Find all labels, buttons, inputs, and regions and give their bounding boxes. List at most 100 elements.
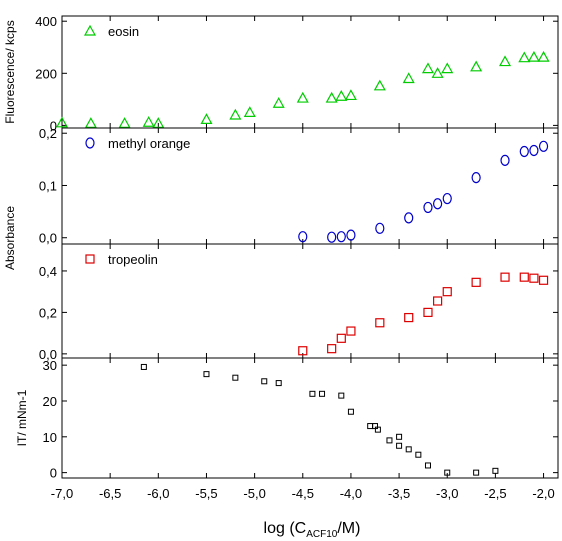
y-tick-label: 0,0 xyxy=(39,231,57,246)
data-point xyxy=(396,433,403,440)
data-point xyxy=(374,426,381,433)
data-point xyxy=(424,462,431,469)
data-point xyxy=(492,467,499,474)
data-point xyxy=(140,363,147,370)
y-tick-label: 0 xyxy=(50,118,57,133)
data-point xyxy=(272,97,285,108)
data-point xyxy=(415,451,422,458)
y-axis-label: Fluorescence/ kcps xyxy=(3,20,17,123)
data-point xyxy=(499,55,512,67)
data-point xyxy=(298,346,308,356)
data-point xyxy=(396,442,403,449)
data-point xyxy=(84,117,97,128)
x-tick-label: -5,5 xyxy=(195,486,217,501)
data-point xyxy=(404,312,414,323)
data-point xyxy=(431,67,444,78)
annotation-marker xyxy=(85,254,95,264)
data-point xyxy=(538,140,549,152)
x-axis-label-end: /M) xyxy=(337,520,360,537)
data-point xyxy=(346,229,356,241)
y-tick-label: 30 xyxy=(43,358,57,373)
x-tick-label: -5,0 xyxy=(243,486,265,501)
data-point xyxy=(309,390,316,397)
data-point xyxy=(404,212,414,224)
x-tick-label: -7,0 xyxy=(51,486,73,501)
data-point xyxy=(537,50,550,62)
x-tick-label: -2,0 xyxy=(532,486,554,501)
x-axis-label-main: log (C xyxy=(264,520,307,537)
data-point xyxy=(423,201,433,214)
y-tick-label: 400 xyxy=(35,14,57,29)
panels-layer: 0 200 400 eosin 0,0 0,1 0,2 methyl orange 0,0 0,2… xyxy=(3,14,559,481)
panel-annotation: methyl orange xyxy=(108,136,190,151)
data-point xyxy=(275,380,282,387)
x-tick-label: -3,5 xyxy=(388,486,410,501)
data-point xyxy=(203,371,210,378)
data-point xyxy=(538,275,549,285)
y-tick-label: 200 xyxy=(35,66,57,81)
y-tick-label: 0 xyxy=(50,466,57,481)
data-point xyxy=(470,60,483,72)
data-point xyxy=(327,231,337,243)
y-tick-label: 0,0 xyxy=(39,347,57,362)
panel-tropeolin: 0,0 0,2 0,4 tropeolin xyxy=(39,243,559,362)
data-point xyxy=(327,344,337,354)
data-point xyxy=(433,296,443,306)
data-point xyxy=(402,72,415,84)
y-axis-label: Absorbance xyxy=(3,206,17,270)
data-point xyxy=(142,116,155,127)
x-tick-label: -2,5 xyxy=(484,486,506,501)
x-tick-label: -6,0 xyxy=(147,486,169,501)
data-point xyxy=(500,272,510,282)
y-tick-label: 0,1 xyxy=(39,178,57,193)
annotation-marker xyxy=(85,137,95,149)
panel-eosin: 0 200 400 eosin xyxy=(35,14,559,133)
panel-methyl-orange: 0,0 0,1 0,2 methyl orange xyxy=(39,126,559,246)
data-point xyxy=(405,446,412,453)
y-tick-label: 0,2 xyxy=(39,126,57,141)
data-point xyxy=(473,469,480,476)
y-tick-label: 0,2 xyxy=(39,305,57,320)
data-point xyxy=(471,277,481,287)
data-point xyxy=(367,423,374,430)
data-point xyxy=(118,117,131,128)
data-point xyxy=(375,222,385,234)
data-point xyxy=(344,89,357,101)
data-point xyxy=(500,154,510,166)
data-point xyxy=(261,378,268,385)
data-point xyxy=(338,392,345,399)
x-axis-label-subscript: ACF10 xyxy=(306,529,338,540)
y-axis-label: IT/ mNm-1 xyxy=(15,389,29,446)
data-point xyxy=(152,117,165,128)
y-tick-label: 0,4 xyxy=(39,264,57,279)
data-point xyxy=(471,172,481,184)
data-point xyxy=(55,116,69,128)
data-point xyxy=(519,145,529,158)
x-tick-label: -4,5 xyxy=(292,486,314,501)
data-point xyxy=(232,374,239,381)
x-tick-label: -6,5 xyxy=(99,486,121,501)
panel-annotation: eosin xyxy=(108,24,139,39)
data-point xyxy=(442,192,452,205)
data-point xyxy=(200,113,213,125)
x-tick-label: -3,0 xyxy=(436,486,458,501)
data-point xyxy=(527,50,540,62)
data-point xyxy=(346,326,356,336)
panel-frame xyxy=(61,357,559,479)
data-point xyxy=(423,307,433,317)
data-point xyxy=(298,231,308,243)
data-point xyxy=(336,231,346,243)
data-point xyxy=(373,79,386,91)
data-point xyxy=(433,198,443,210)
data-point xyxy=(319,390,326,397)
panel-surface-pressure: 0 10 20 30 xyxy=(43,357,559,481)
data-point xyxy=(325,91,338,103)
panel-annotation: tropeolin xyxy=(108,252,158,267)
data-point xyxy=(441,62,454,74)
x-axis-label: log (CACF10/M) xyxy=(264,520,361,540)
data-point xyxy=(347,408,354,415)
x-axis: -7,0 -6,5 -6,0 -5,5 -5,0 -4,5 -4,0 -3,5 -3,0 -2,5… xyxy=(51,486,555,501)
data-point xyxy=(243,106,256,117)
y-tick-label: 10 xyxy=(43,430,57,445)
